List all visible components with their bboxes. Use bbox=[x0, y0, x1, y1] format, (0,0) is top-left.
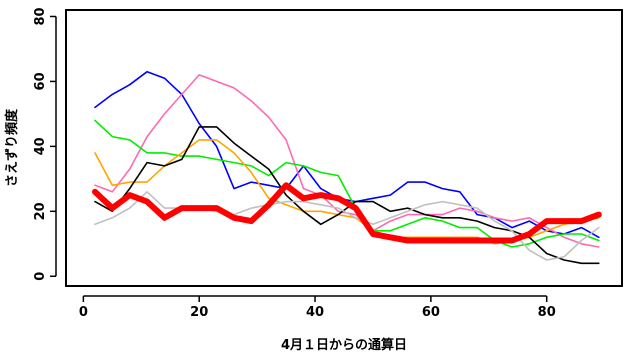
y-tick-label: 80 bbox=[33, 7, 48, 25]
y-tick-label: 40 bbox=[33, 137, 48, 155]
plot-box bbox=[65, 9, 623, 287]
series-line-5 bbox=[94, 126, 600, 265]
y-tick-label: 60 bbox=[33, 72, 48, 90]
y-axis: 0 20 40 60 80 bbox=[33, 7, 57, 281]
series-line-3 bbox=[94, 119, 600, 248]
y-axis-title: さえずり頻度 bbox=[4, 108, 20, 187]
x-tick-label: 0 bbox=[79, 305, 88, 320]
y-tick-label: 20 bbox=[33, 202, 48, 220]
x-tick-label: 20 bbox=[190, 305, 208, 320]
y-tick-label: 0 bbox=[33, 272, 48, 281]
x-tick-label: 40 bbox=[306, 305, 324, 320]
x-tick-label: 60 bbox=[422, 305, 440, 320]
series-line-7 bbox=[92, 182, 602, 244]
x-tick-label: 80 bbox=[538, 305, 556, 320]
series-layer bbox=[92, 70, 602, 265]
x-axis: 0 20 40 60 80 bbox=[79, 295, 556, 320]
x-axis-title: 4月１日からの通算日 bbox=[281, 337, 407, 353]
